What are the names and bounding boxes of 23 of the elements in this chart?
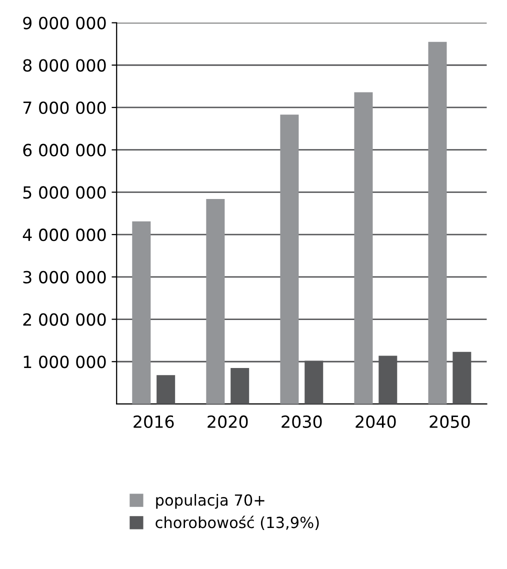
- legend-label: chorobowość (13,9%): [156, 516, 319, 530]
- y-tick-label: 1 000 000: [24, 356, 106, 368]
- bar: [230, 368, 250, 404]
- x-tick-label: 2040: [356, 415, 396, 428]
- x-tick-label: 2030: [282, 415, 322, 428]
- bar: [280, 114, 299, 404]
- bar: [428, 42, 447, 404]
- y-tick-label: 2 000 000: [23, 313, 106, 326]
- legend-label: populacja 70+: [156, 494, 264, 509]
- x-tick-label: 2050: [430, 415, 470, 428]
- x-tick-label: 2020: [208, 415, 248, 428]
- bar: [354, 92, 373, 404]
- y-tick-label: 8 000 000: [23, 59, 106, 72]
- bar: [156, 375, 176, 404]
- bar: [132, 221, 151, 404]
- y-tick-label: 7 000 000: [23, 101, 106, 114]
- y-tick-label: 6 000 000: [23, 144, 106, 156]
- x-tick-label: 2016: [134, 415, 174, 428]
- y-tick-label: 4 000 000: [22, 228, 106, 242]
- bar: [206, 198, 225, 404]
- y-tick-label: 3 000 000: [23, 270, 106, 284]
- y-tick-label: 9 000 000: [23, 16, 106, 30]
- y-tick-label: 5 000 000: [23, 186, 106, 199]
